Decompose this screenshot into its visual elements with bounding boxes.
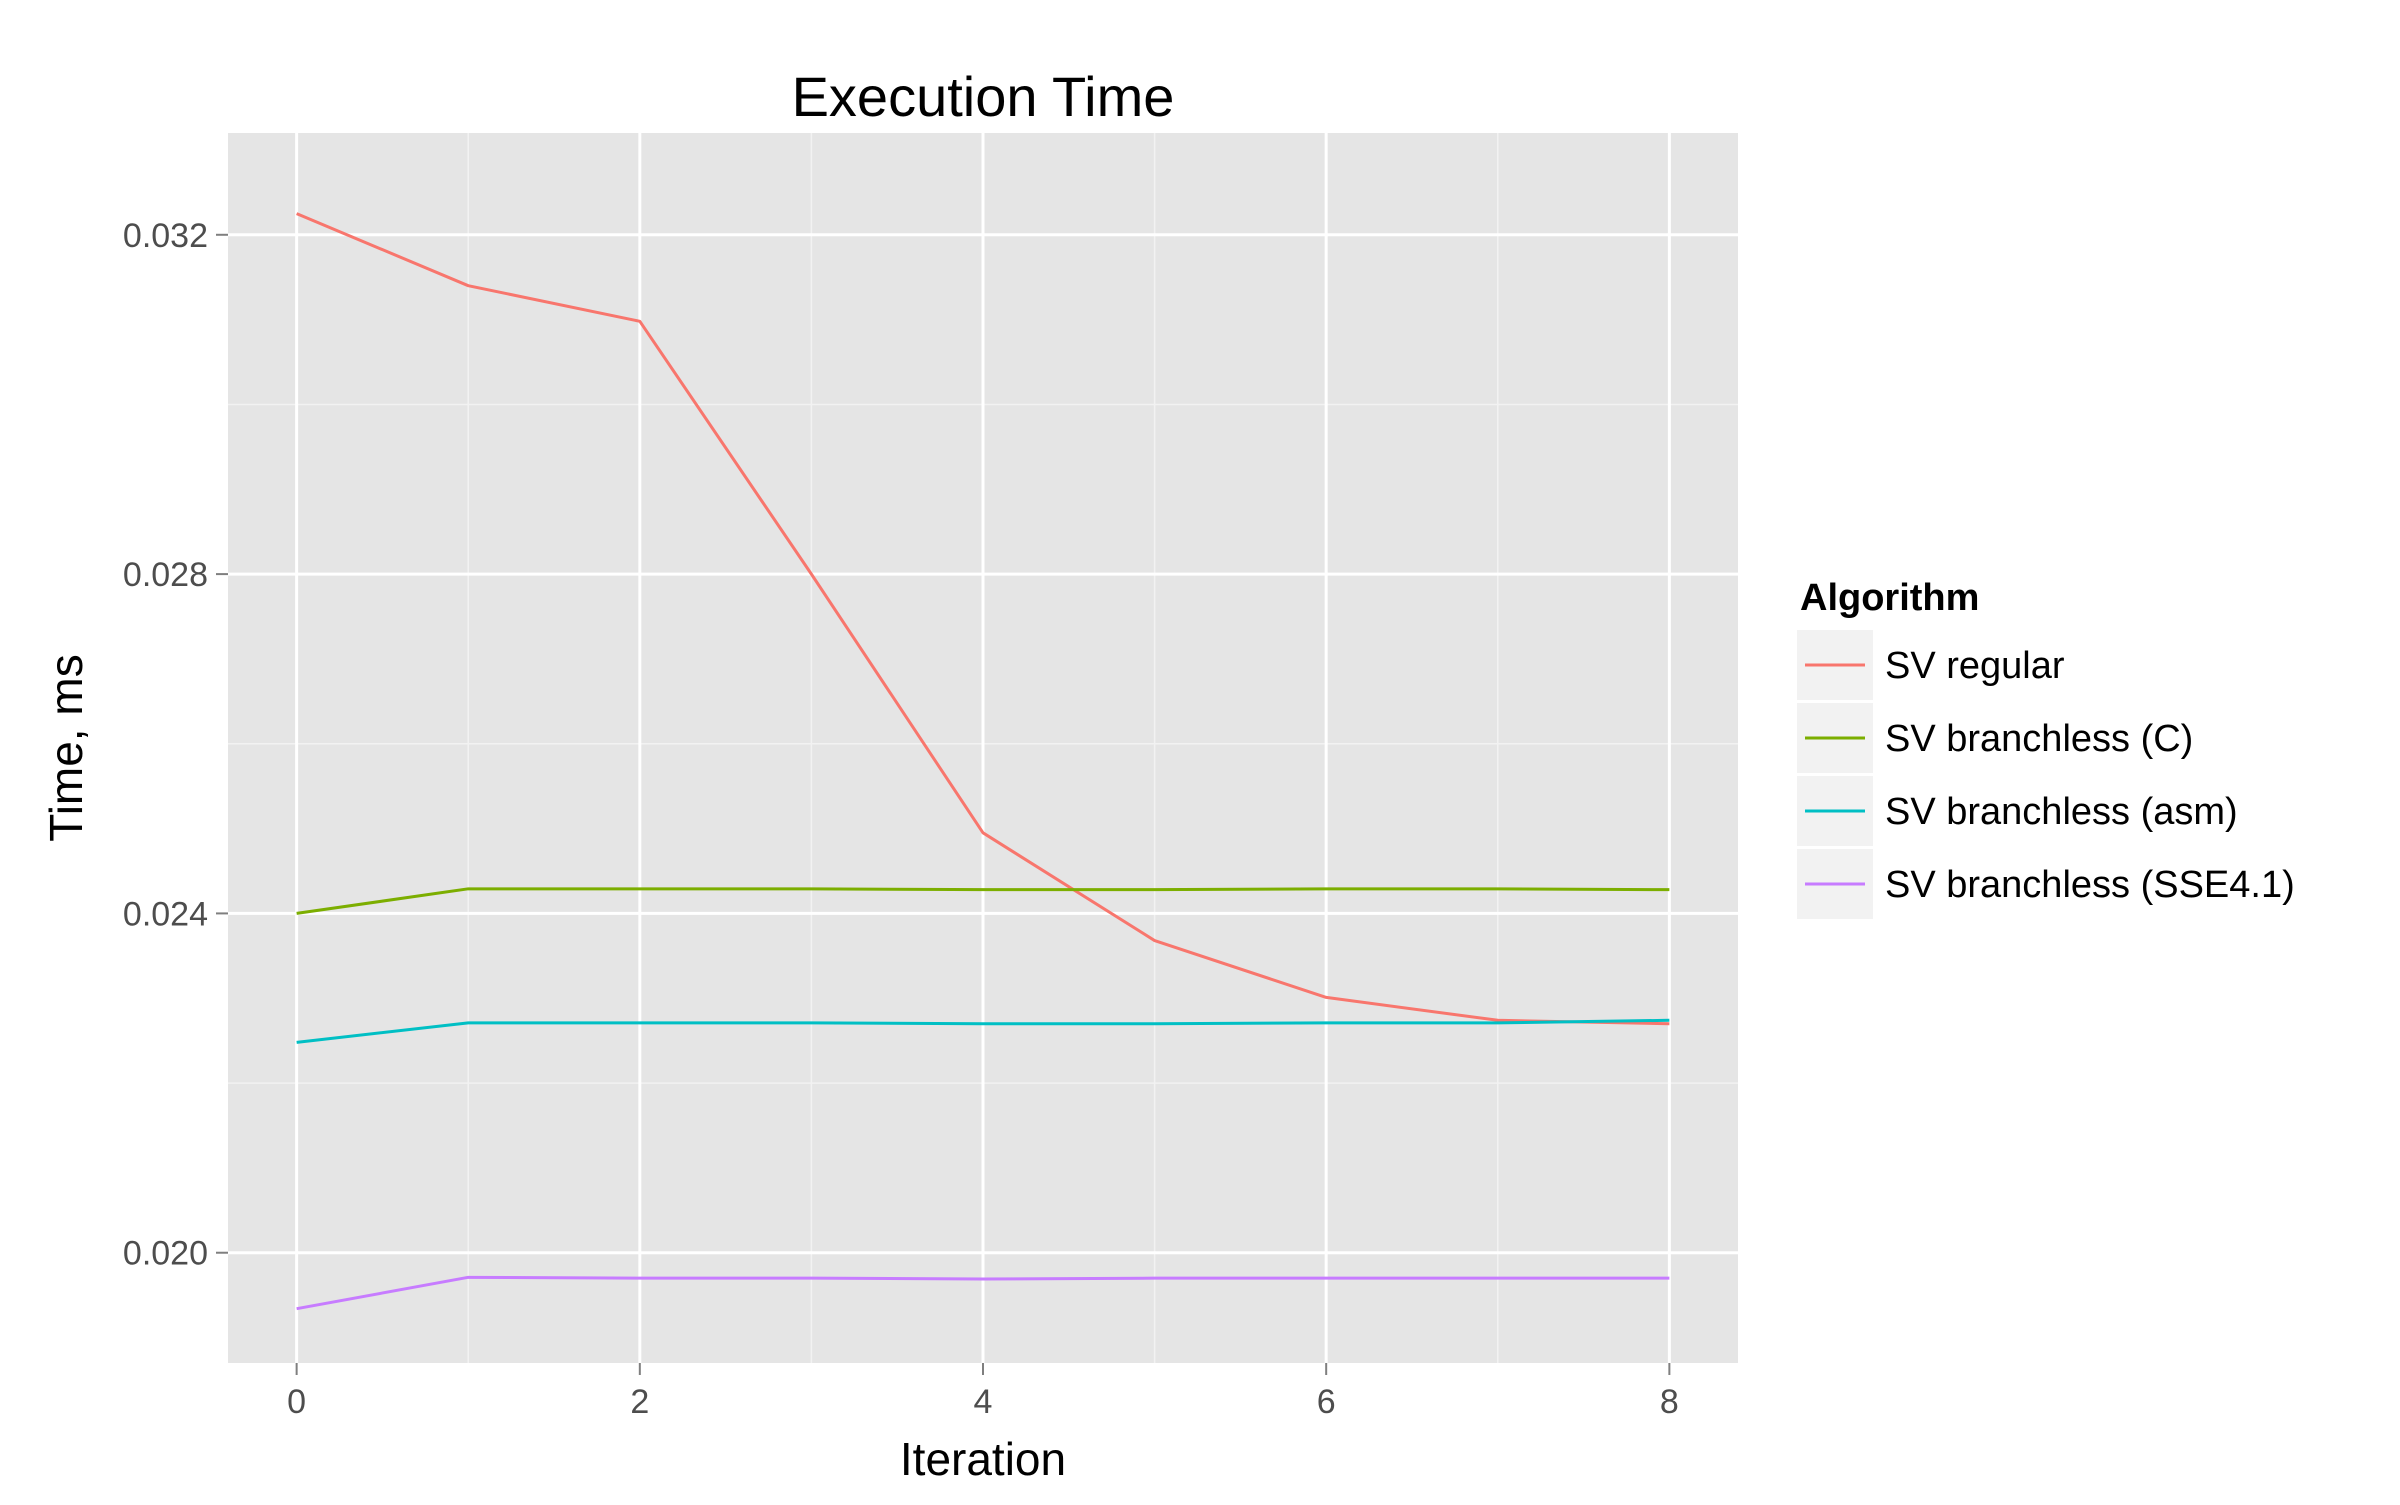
legend-label: SV branchless (C)	[1885, 718, 2193, 760]
x-tick-label: 6	[1317, 1383, 1336, 1421]
legend-item: SV branchless (asm)	[1797, 776, 2238, 846]
series-line-0	[296, 212, 1670, 1026]
series-lines	[296, 212, 1670, 1311]
chart-title: Execution Time	[792, 65, 1175, 128]
legend-item: SV regular	[1797, 630, 2065, 700]
x-axis: 0 2 4 6 8	[287, 1363, 1679, 1421]
legend-item: SV branchless (C)	[1797, 703, 2193, 773]
y-tick-label: 0.020	[123, 1235, 208, 1273]
y-tick-label: 0.024	[123, 895, 208, 933]
series-line-3	[296, 1275, 1670, 1311]
legend-label: SV branchless (asm)	[1885, 791, 2238, 833]
x-tick-label: 4	[974, 1383, 993, 1421]
x-tick-label: 8	[1660, 1383, 1679, 1421]
x-axis-label: Iteration	[900, 1433, 1066, 1485]
x-tick-label: 2	[630, 1383, 649, 1421]
legend-item: SV branchless (SSE4.1)	[1797, 849, 2295, 919]
major-gridlines	[228, 133, 1738, 1363]
series-line-2	[296, 1018, 1670, 1044]
legend-items: SV regular SV branchless (C) SV branchless…	[1797, 630, 2295, 919]
series-line-1	[296, 887, 1670, 915]
legend-label: SV regular	[1885, 645, 2065, 687]
x-tick-label: 0	[287, 1383, 306, 1421]
y-tick-label: 0.032	[123, 217, 208, 255]
legend-title: Algorithm	[1800, 577, 1979, 619]
legend-label: SV branchless (SSE4.1)	[1885, 864, 2295, 906]
y-axis-label: Time, ms	[40, 654, 92, 841]
y-tick-label: 0.028	[123, 556, 208, 594]
y-axis: 0.020 0.024 0.028 0.032	[123, 217, 228, 1273]
